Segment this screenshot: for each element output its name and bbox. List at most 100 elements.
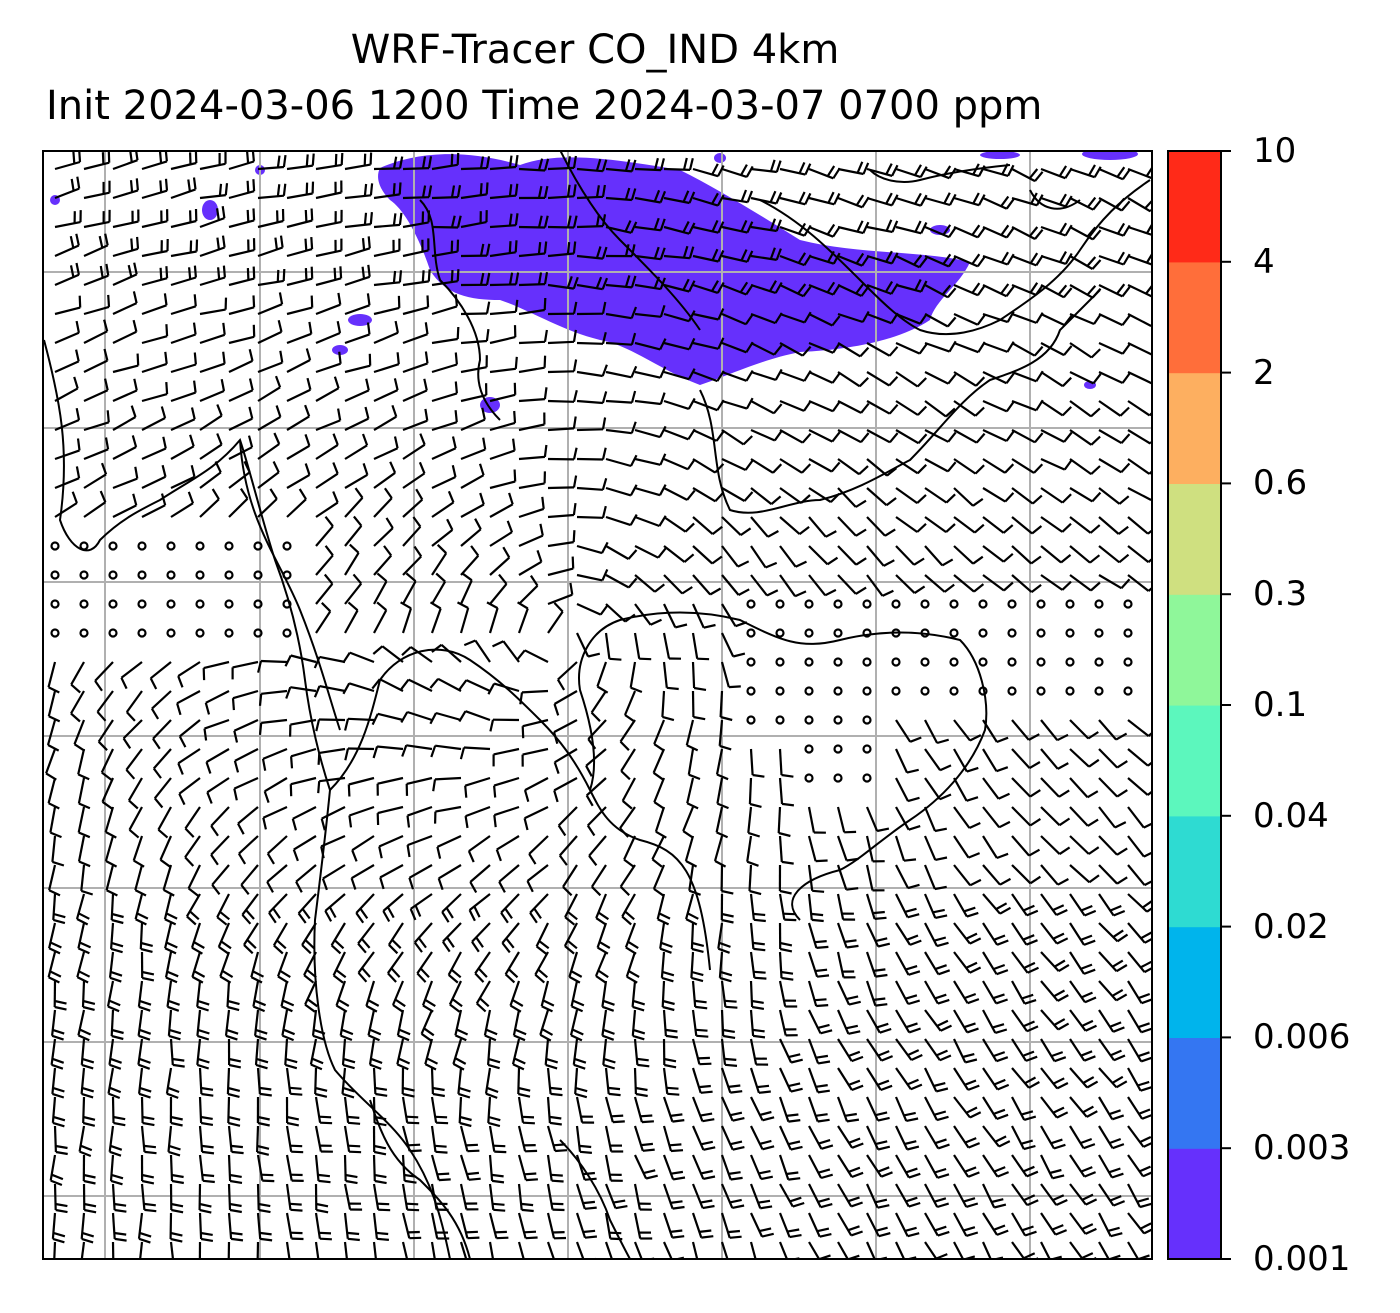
- calm-wind-marker: [775, 599, 785, 609]
- wind-barb: [1069, 516, 1101, 534]
- co-plume-patch: [332, 345, 348, 355]
- wind-barb: [314, 1241, 320, 1259]
- wind-barb: [402, 269, 431, 287]
- wind-barb: [402, 461, 426, 489]
- wind-barb: [535, 922, 550, 955]
- wind-barb: [315, 266, 343, 287]
- wind-barb: [685, 893, 699, 926]
- wind-barb: [489, 325, 517, 345]
- wind-barb: [633, 1125, 655, 1152]
- wind-barb: [779, 399, 812, 412]
- wind-barb: [749, 1241, 757, 1259]
- wind-barb: [866, 250, 899, 265]
- wind-barb: [779, 429, 812, 444]
- wind-barb: [837, 252, 870, 267]
- wind-barb: [556, 661, 578, 691]
- wind-barb: [953, 282, 986, 297]
- wind-barb: [895, 487, 927, 504]
- calm-wind-marker: [1065, 657, 1075, 667]
- wind-barb: [373, 487, 393, 518]
- wind-barb: [258, 718, 288, 736]
- wind-barb: [778, 1212, 802, 1239]
- wind-barb: [750, 247, 782, 261]
- wind-barb: [1011, 516, 1043, 535]
- wind-barb: [982, 399, 1015, 413]
- wind-barb: [460, 437, 487, 461]
- wind-barb: [402, 238, 430, 258]
- wind-barb: [430, 1241, 436, 1259]
- wind-barb: [240, 864, 259, 895]
- wind-barb: [808, 545, 839, 566]
- wind-barb: [70, 661, 85, 694]
- wind-barb: [1040, 487, 1072, 504]
- wind-barb: [344, 543, 360, 576]
- calm-wind-marker: [833, 715, 843, 725]
- wind-barb: [953, 371, 986, 387]
- wind-barb: [1040, 835, 1071, 856]
- wind-barb: [1098, 458, 1131, 474]
- wind-barb: [344, 183, 374, 200]
- wind-barb: [663, 603, 688, 629]
- wind-barb: [54, 349, 80, 374]
- calm-wind-marker: [253, 628, 263, 638]
- calm-wind-marker: [253, 599, 263, 609]
- wind-barb: [552, 719, 578, 745]
- wind-barb: [344, 322, 371, 345]
- wind-barb: [487, 682, 520, 695]
- wind-barb: [460, 210, 488, 229]
- wind-barb: [228, 406, 254, 431]
- wind-barb: [1098, 1125, 1125, 1150]
- wind-barb: [321, 864, 346, 891]
- wind-barb: [895, 922, 922, 946]
- wind-barb: [227, 1096, 241, 1127]
- wind-barb: [170, 239, 199, 258]
- wind-barb: [953, 748, 979, 773]
- wind-barb: [138, 1067, 152, 1099]
- wind-barb: [1040, 719, 1069, 742]
- wind-barb: [713, 835, 727, 868]
- wind-barb: [47, 690, 61, 723]
- wind-barb: [866, 1154, 893, 1178]
- wind-barb: [634, 425, 667, 439]
- wind-barb: [153, 777, 172, 809]
- wind-barb: [1040, 516, 1072, 533]
- wind-barb: [663, 545, 695, 563]
- wind-barb: [684, 835, 698, 868]
- wind-barb: [865, 951, 888, 978]
- wind-barb: [488, 1183, 506, 1212]
- wind-barb: [634, 217, 666, 232]
- wind-barb: [285, 1154, 304, 1182]
- wind-barb: [1011, 282, 1044, 296]
- calm-wind-marker: [253, 570, 263, 580]
- wind-barb: [953, 777, 979, 802]
- wind-barb: [604, 1212, 623, 1241]
- calm-wind-marker: [1094, 686, 1104, 696]
- wind-barb: [1040, 313, 1073, 327]
- wind-barb: [663, 457, 696, 471]
- wind-barb: [866, 219, 899, 234]
- wind-barb: [152, 719, 172, 750]
- wind-barb: [547, 582, 574, 606]
- wind-barb: [982, 864, 1012, 886]
- wind-barb: [1098, 371, 1131, 384]
- wind-barb: [1098, 545, 1130, 564]
- wind-barb: [391, 980, 406, 1013]
- wind-barb: [286, 404, 311, 431]
- wind-barb: [1127, 719, 1152, 737]
- wind-barb: [227, 1038, 242, 1069]
- wind-barb: [518, 523, 544, 548]
- wind-barb: [233, 748, 259, 773]
- wind-barb: [749, 1067, 771, 1094]
- wind-barb: [436, 835, 462, 859]
- wind-barb: [692, 219, 725, 234]
- wind-barb: [953, 1212, 979, 1237]
- wind-barb: [431, 215, 462, 229]
- wind-barb: [493, 776, 520, 798]
- wind-barb: [169, 1212, 183, 1243]
- wind-barb: [400, 601, 413, 634]
- wind-barb: [720, 864, 734, 895]
- wind-barb: [452, 1038, 467, 1071]
- wind-barb: [587, 719, 607, 750]
- colorbar-segment: [1168, 151, 1221, 263]
- wind-barb: [895, 1067, 923, 1091]
